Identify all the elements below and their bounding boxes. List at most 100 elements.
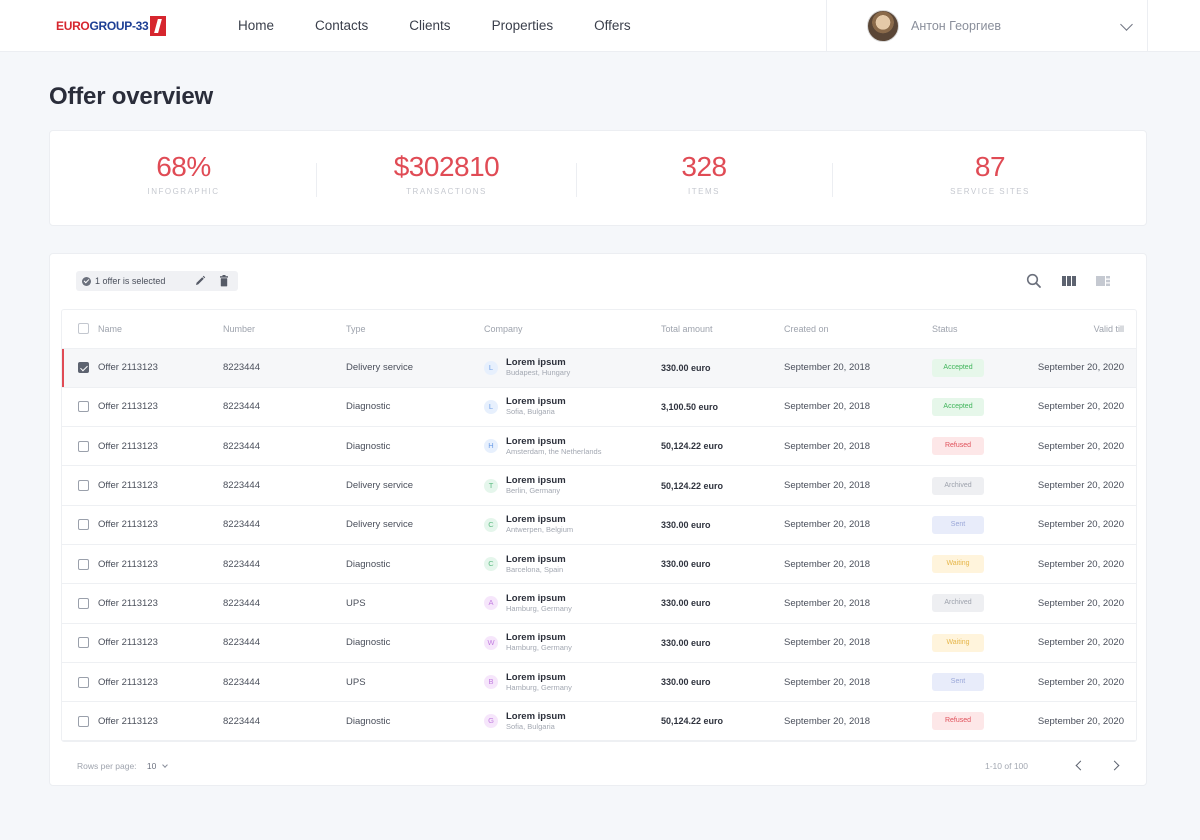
offer-name: Offer 2113123 (98, 426, 223, 467)
search-icon[interactable] (1025, 272, 1043, 290)
total-amount: 50,124.22 euro (661, 465, 784, 506)
total-amount: 330.00 euro (661, 623, 784, 663)
select-all-cell (62, 310, 98, 349)
chevron-right-icon[interactable] (1109, 759, 1123, 773)
nav-item-offers[interactable]: Offers (594, 18, 631, 33)
offer-number: 8223444 (223, 701, 346, 741)
company-initial-badge: L (484, 399, 498, 414)
offer-type: Diagnostic (346, 426, 484, 467)
table-row[interactable]: Offer 2113123 8223444 UPS A Lorem ipsum Hambu… (62, 583, 1136, 624)
company-location: Hamburg, Germany (506, 643, 572, 653)
col-header-name[interactable]: Name (98, 310, 223, 349)
nav-item-properties[interactable]: Properties (491, 18, 554, 33)
offer-number: 8223444 (223, 583, 346, 624)
row-checkbox[interactable] (78, 519, 89, 531)
company-name: Lorem ipsum (506, 710, 566, 722)
brand-logo[interactable]: EURO GROUP-33 (56, 15, 167, 37)
offer-name: Offer 2113123 (98, 544, 223, 585)
row-checkbox[interactable] (78, 401, 89, 413)
table-row[interactable]: Offer 2113123 8223444 Diagnostic G Lorem ips… (62, 701, 1136, 741)
grid-view-icon[interactable] (1060, 272, 1078, 290)
offer-type: Diagnostic (346, 701, 484, 741)
table-row[interactable]: Offer 2113123 8223444 UPS B Lorem ipsum Hambu… (62, 662, 1136, 703)
created-on: September 20, 2018 (784, 583, 932, 624)
total-amount: 50,124.22 euro (661, 426, 784, 467)
chevron-down-icon[interactable] (161, 762, 168, 768)
col-header-created-on[interactable]: Created on (784, 310, 932, 349)
row-checkbox[interactable] (78, 676, 89, 688)
created-on: September 20, 2018 (784, 623, 932, 663)
company-name: Lorem ipsum (506, 435, 566, 447)
table-row[interactable]: Offer 2113123 8223444 Delivery service T Lor… (62, 465, 1136, 506)
stat-items: 328 ITEMS (576, 131, 832, 227)
table-header-row: Name Number Type Company Total amount Cr… (62, 310, 1136, 349)
row-checkbox[interactable] (78, 440, 89, 452)
col-header-total-amount[interactable]: Total amount (661, 310, 784, 349)
avatar[interactable] (867, 10, 899, 42)
chevron-down-icon[interactable] (1120, 18, 1133, 31)
status-cell: Refused (932, 701, 1028, 741)
company-cell: A Lorem ipsum Hamburg, Germany (484, 583, 661, 624)
table-body: Offer 2113123 8223444 Delivery service L Lor… (62, 348, 1136, 741)
rows-per-page-label: Rows per page: (77, 761, 137, 771)
nav-item-clients[interactable]: Clients (409, 18, 451, 33)
col-header-number[interactable]: Number (223, 310, 346, 349)
row-checkbox[interactable] (78, 480, 89, 492)
status-badge: Sent (932, 673, 984, 692)
nav-item-home[interactable]: Home (238, 18, 275, 33)
user-menu[interactable]: Антон Георгиев (826, 0, 1148, 52)
company-name: Lorem ipsum (506, 632, 566, 644)
stats-panel: 68% INFOGRAPHIC $302810 TRANSACTIONS 328… (49, 130, 1147, 226)
table-row[interactable]: Offer 2113123 8223444 Delivery service L Lor… (62, 348, 1136, 388)
list-view-icon[interactable] (1094, 272, 1112, 290)
total-amount: 3,100.50 euro (661, 387, 784, 428)
stat-label: SERVICE SITES (950, 187, 1030, 196)
company-cell: H Lorem ipsum Amsterdam, the Netherlands (484, 426, 661, 467)
company-location: Sofia, Bulgaria (506, 721, 555, 731)
chevron-left-icon[interactable] (1072, 759, 1086, 773)
company-initial-badge: W (484, 635, 498, 650)
table-row[interactable]: Offer 2113123 8223444 Diagnostic C Lorem ips… (62, 544, 1136, 585)
row-checkbox[interactable] (78, 362, 89, 374)
offer-name: Offer 2113123 (98, 465, 223, 506)
row-checkbox[interactable] (78, 715, 89, 727)
table-row[interactable]: Offer 2113123 8223444 Delivery service C Lor… (62, 505, 1136, 545)
offer-name: Offer 2113123 (98, 505, 223, 545)
stat-label: ITEMS (688, 187, 720, 196)
status-cell: Archived (932, 583, 1028, 624)
row-select-cell (62, 348, 98, 388)
table-row[interactable]: Offer 2113123 8223444 Diagnostic W Lorem ips… (62, 623, 1136, 663)
select-all-checkbox[interactable] (78, 323, 89, 335)
row-select-cell (62, 583, 98, 624)
nav-item-contacts[interactable]: Contacts (315, 18, 369, 33)
stat-label: INFOGRAPHIC (147, 187, 220, 196)
table-row[interactable]: Offer 2113123 8223444 Diagnostic H Lorem ips… (62, 426, 1136, 467)
col-header-valid-till[interactable]: Valid till (1028, 310, 1136, 349)
offer-number: 8223444 (223, 662, 346, 703)
offer-number: 8223444 (223, 348, 346, 388)
status-cell: Waiting (932, 623, 1028, 663)
table-row[interactable]: Offer 2113123 8223444 Diagnostic L Lorem ips… (62, 387, 1136, 428)
pencil-icon[interactable] (194, 275, 206, 287)
row-checkbox[interactable] (78, 558, 89, 570)
col-header-company[interactable]: Company (484, 310, 661, 349)
user-name: Антон Георгиев (911, 19, 1002, 33)
company-initial-badge: G (484, 714, 498, 729)
status-badge: Refused (932, 712, 984, 731)
status-cell: Sent (932, 505, 1028, 545)
company-cell: L Lorem ipsum Sofia, Bulgaria (484, 387, 661, 428)
company-location: Hamburg, Germany (506, 682, 572, 692)
valid-till: September 20, 2020 (1028, 623, 1136, 663)
stat-divider (316, 163, 317, 197)
rows-per-page-select[interactable]: 10 (146, 761, 157, 771)
col-header-status[interactable]: Status (932, 310, 1028, 349)
row-select-cell (62, 505, 98, 545)
company-initial-badge: L (484, 360, 498, 375)
row-checkbox[interactable] (78, 637, 89, 649)
offer-type: Delivery service (346, 465, 484, 506)
rows-per-page: Rows per page: 10 (77, 761, 168, 771)
row-select-cell (62, 426, 98, 467)
col-header-type[interactable]: Type (346, 310, 484, 349)
trash-icon[interactable] (219, 275, 229, 287)
row-checkbox[interactable] (78, 597, 89, 609)
